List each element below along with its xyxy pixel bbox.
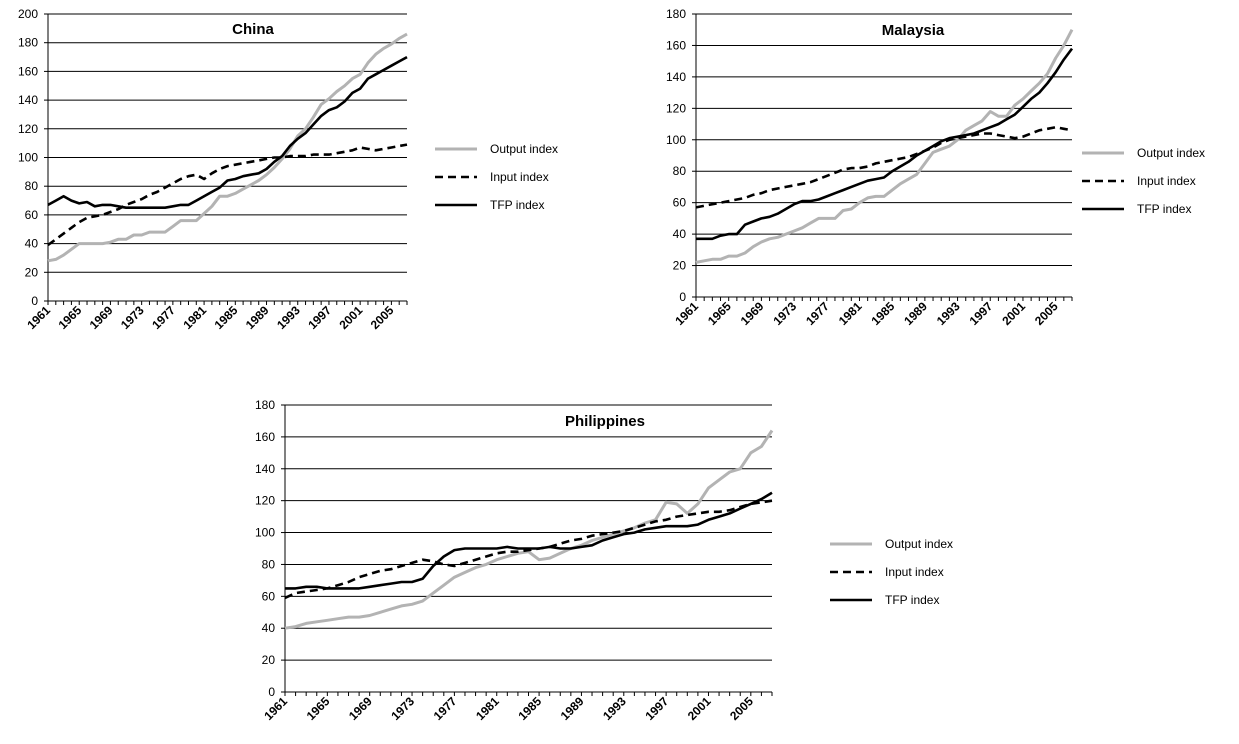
philippines-series-tfp-index: [285, 491, 773, 590]
philippines-chart-title: Philippines: [565, 413, 645, 430]
philippines-ytick-label: 60: [262, 589, 276, 603]
philippines-chart: 0 20 40 60 80 100 120 140 160 180 1961 1965 1969 1973…: [255, 398, 953, 723]
china-legend: Output index Input index TFP index: [435, 142, 558, 212]
china-xtick-label: 1993: [274, 303, 303, 332]
philippines-xtick-label: 1997: [642, 694, 671, 723]
philippines-legend-label: TFP index: [885, 593, 939, 607]
philippines-xtick-label: 1965: [304, 694, 333, 723]
philippines-xtick-label: 1985: [515, 694, 544, 723]
malaysia-ytick-label: 120: [666, 101, 686, 115]
china-legend-label: TFP index: [490, 198, 544, 212]
china-ytick-label: 40: [25, 237, 39, 251]
china-xtick-label: 1981: [180, 303, 209, 332]
philippines-ytick-label: 140: [255, 462, 275, 476]
china-xtick-label: 1965: [56, 303, 85, 332]
china-xtick-label: 1977: [149, 303, 178, 332]
philippines-ytick-label: 40: [262, 621, 276, 635]
malaysia-xtick-label: 1973: [770, 299, 799, 328]
malaysia-legend-label: TFP index: [1137, 202, 1191, 216]
china-ytick-label: 160: [18, 64, 38, 78]
malaysia-ytick-label: 180: [666, 7, 686, 21]
malaysia-xtick-label: 1993: [934, 299, 963, 328]
china-ytick-label: 200: [18, 7, 38, 21]
philippines-ytick-label: 120: [255, 494, 275, 508]
philippines-xtick-label: 1993: [600, 694, 629, 723]
philippines-ytick-label: 80: [262, 557, 276, 571]
malaysia-xtick-label: 1969: [738, 299, 767, 328]
china-ytick-label: 60: [25, 208, 39, 222]
china-ytick-label: 120: [18, 122, 38, 136]
malaysia-series-output-index: [695, 29, 1074, 264]
china-ytick-label: 180: [18, 36, 38, 50]
malaysia-legend-label: Input index: [1137, 174, 1196, 188]
philippines-legend-label: Output index: [885, 537, 953, 551]
philippines-series-output-index: [284, 429, 774, 630]
malaysia-ytick-label: 160: [666, 38, 686, 52]
philippines-xtick-label: 2001: [685, 694, 714, 723]
china-ytick-label: 140: [18, 93, 38, 107]
philippines-ytick-label: 100: [255, 526, 275, 540]
china-xtick-label: 1973: [118, 303, 147, 332]
malaysia-legend: Output index Input index TFP index: [1082, 146, 1205, 216]
malaysia-xtick-label: 1981: [836, 299, 865, 328]
china-xtick-label: 1985: [212, 303, 241, 332]
philippines-xtick-label: 1961: [261, 694, 290, 723]
malaysia-ytick-label: 140: [666, 70, 686, 84]
china-series-tfp-index: [47, 55, 408, 209]
philippines-xtick-label: 2005: [727, 694, 756, 723]
malaysia-xtick-label: 1997: [967, 299, 996, 328]
malaysia-chart-title: Malaysia: [882, 22, 945, 39]
philippines-xtick-label: 1973: [388, 694, 417, 723]
china-xtick-label: 1989: [243, 303, 272, 332]
philippines-ytick-label: 180: [255, 398, 275, 412]
malaysia-ytick-label: 60: [673, 196, 687, 210]
malaysia-xtick-label: 2001: [999, 299, 1028, 328]
china-ytick-label: 100: [18, 151, 38, 165]
malaysia-xtick-label: 1989: [901, 299, 930, 328]
china-xtick-label: 1961: [24, 303, 53, 332]
philippines-xtick-label: 1969: [346, 694, 375, 723]
china-ytick-label: 20: [25, 265, 39, 279]
china-xtick-label: 1997: [305, 303, 334, 332]
philippines-xtick-label: 1981: [473, 694, 502, 723]
china-ytick-label: 0: [31, 294, 38, 308]
philippines-ytick-label: 160: [255, 430, 275, 444]
philippines-legend: Output index Input index TFP index: [830, 537, 953, 607]
malaysia-xtick-label: 1961: [672, 299, 701, 328]
malaysia-xtick-label: 1977: [803, 299, 832, 328]
china-ytick-label: 80: [25, 179, 39, 193]
philippines-xtick-label: 1977: [431, 694, 460, 723]
malaysia-xtick-label: 1985: [869, 299, 898, 328]
philippines-series-input-index: [284, 499, 773, 600]
malaysia-xtick-label: 1965: [705, 299, 734, 328]
malaysia-ytick-label: 0: [679, 290, 686, 304]
philippines-ytick-label: 0: [268, 685, 275, 699]
china-legend-label: Output index: [490, 142, 558, 156]
china-xtick-label: 2001: [337, 303, 366, 332]
philippines-legend-label: Input index: [885, 565, 944, 579]
china-legend-label: Input index: [490, 170, 549, 184]
malaysia-chart: 0 20 40 60 80 100 120 140 160 180 1961 1965 1969 1973…: [666, 7, 1205, 328]
malaysia-xtick-label: 2005: [1032, 299, 1061, 328]
malaysia-ytick-label: 80: [673, 164, 687, 178]
china-xtick-label: 2005: [368, 303, 397, 332]
china-series-output-index: [47, 32, 408, 263]
malaysia-series-tfp-index: [696, 47, 1074, 241]
china-chart-title: China: [232, 21, 274, 38]
philippines-ytick-label: 20: [262, 653, 276, 667]
china-series-input-index: [47, 143, 408, 247]
malaysia-ytick-label: 40: [673, 227, 687, 241]
malaysia-legend-label: Output index: [1137, 146, 1205, 160]
malaysia-ytick-label: 100: [666, 133, 686, 147]
philippines-xtick-label: 1989: [558, 694, 587, 723]
china-xtick-label: 1969: [87, 303, 116, 332]
malaysia-ytick-label: 20: [673, 259, 687, 273]
